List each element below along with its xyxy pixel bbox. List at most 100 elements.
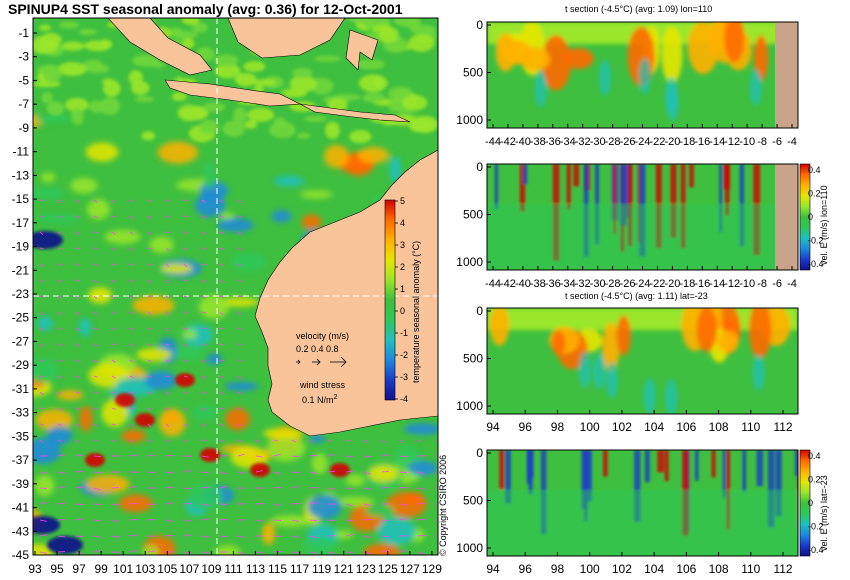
wind-vector <box>75 470 83 473</box>
wind-vector <box>435 455 438 457</box>
temp-anomaly <box>551 330 566 356</box>
deep-field <box>487 204 798 270</box>
section-x-tick-label: 102 <box>612 420 632 434</box>
sst-anomaly-blob <box>144 370 178 391</box>
wind-vector <box>111 359 116 363</box>
wind-vector <box>75 295 80 300</box>
wind-vector <box>219 343 224 346</box>
wind-vector <box>57 423 62 426</box>
wind-vector <box>237 471 245 474</box>
colorbar-tick-label: 3 <box>400 240 405 250</box>
section-x-tick-label: -18 <box>679 278 695 290</box>
wind-vector <box>39 263 44 267</box>
sst-anomaly-blob <box>356 59 385 70</box>
land-sumatra <box>107 18 213 76</box>
wind-vector <box>201 199 206 203</box>
wind-vector <box>219 359 224 362</box>
wind-vector <box>39 551 47 554</box>
wind-vector <box>129 311 134 315</box>
sst-anomaly-blob <box>313 55 341 62</box>
wind-vector <box>219 535 227 538</box>
wind-vector <box>399 503 407 506</box>
sst-anomaly-blob <box>377 517 416 545</box>
velocity-jet <box>620 164 627 226</box>
velocity-jet <box>664 450 669 482</box>
temp-anomaly <box>665 379 678 414</box>
wind-vector <box>165 215 170 219</box>
sst-anomaly-blob <box>34 114 75 124</box>
section-x-tick-label: -4 <box>787 136 797 148</box>
temp-anomaly <box>541 35 571 91</box>
wind-vector <box>147 215 152 219</box>
wind-vector <box>39 407 44 410</box>
wind-vector <box>219 247 224 251</box>
sst-anomaly-blob <box>218 297 260 307</box>
wind-vector <box>75 199 80 203</box>
sst-anomaly-blob <box>363 543 401 555</box>
wind-vector <box>165 231 170 234</box>
wind-vector <box>147 247 152 250</box>
wind-vector <box>39 439 44 443</box>
lat-tick-label: -41 <box>12 501 30 515</box>
sst-anomaly-blob <box>46 426 73 445</box>
depth-tick-label: 1000 <box>456 255 483 269</box>
wind-vector <box>39 327 44 331</box>
wind-vector <box>219 407 224 410</box>
wind-vector <box>57 279 62 283</box>
sst-anomaly-blob <box>262 522 276 545</box>
section-x-tick-label: -34 <box>560 136 576 148</box>
lon-tick-label: 119 <box>312 562 331 576</box>
wind-vector <box>129 519 138 521</box>
velocity-jet <box>634 450 641 522</box>
wind-vector <box>57 551 66 553</box>
sst-anomaly-blob <box>134 96 155 103</box>
temp-anomaly <box>598 59 611 96</box>
wind-vector <box>201 391 206 395</box>
section-x-tick-label: -20 <box>664 136 680 148</box>
wind-vector <box>399 486 408 489</box>
section-x-tick-label: -44 <box>485 136 501 148</box>
wind-vector <box>291 439 296 443</box>
wind-vector <box>111 535 119 538</box>
sst-anomaly-blob <box>46 101 65 116</box>
wind-vector <box>75 391 80 394</box>
sst-anomaly-blob <box>199 119 219 135</box>
sst-anomaly-blob <box>301 214 322 230</box>
temp-anomaly <box>753 35 769 81</box>
wind-vector <box>219 295 224 298</box>
section-x-tick-label: -26 <box>620 278 636 290</box>
section-x-tick-label: -28 <box>605 278 621 290</box>
wind-vector <box>165 199 170 202</box>
wind-vector <box>57 343 62 346</box>
wind-vector <box>147 343 152 346</box>
wind-vector <box>75 327 80 332</box>
sst-hot-spot <box>115 393 135 407</box>
wind-vector <box>111 423 116 426</box>
wind-vector <box>129 199 134 203</box>
sst-anomaly-blob <box>215 545 241 555</box>
sst-anomaly-blob <box>38 38 59 54</box>
sst-anomaly-blob <box>128 70 143 86</box>
wind-vector <box>417 487 425 490</box>
wind-vector <box>39 519 47 522</box>
wind-vector <box>399 455 408 458</box>
sst-anomaly-blob <box>39 24 52 32</box>
wind-vector <box>129 485 137 489</box>
wind-vector <box>165 486 173 489</box>
section-x-tick-label: -32 <box>575 136 591 148</box>
wind-vector <box>273 453 281 457</box>
wind-vector <box>183 295 188 298</box>
depth-tick-label: 0 <box>476 18 483 32</box>
wind-vector <box>165 359 170 362</box>
wind-vector <box>363 471 371 475</box>
section-x-tick-label: -6 <box>772 278 782 290</box>
section-x-tick-label: -26 <box>620 136 636 148</box>
section-x-tick-label: -40 <box>515 278 531 290</box>
section-x-tick-label: -36 <box>545 136 561 148</box>
wind-vector <box>39 215 44 218</box>
velocity-colorbar-tick: 0.4 <box>808 165 821 175</box>
wind-vector <box>39 471 47 475</box>
velocity-jet <box>726 450 731 530</box>
velocity-jet <box>528 450 533 495</box>
wind-vector <box>417 502 425 505</box>
